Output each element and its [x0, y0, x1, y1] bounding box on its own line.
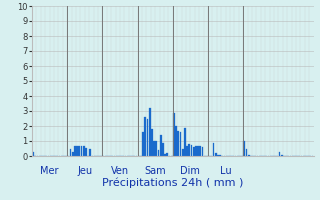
Bar: [74, 146, 76, 156]
Bar: [202, 147, 204, 156]
Bar: [175, 126, 177, 156]
Bar: [149, 108, 151, 156]
Bar: [160, 135, 162, 156]
Bar: [89, 149, 91, 156]
Bar: [72, 152, 74, 156]
Bar: [142, 132, 144, 156]
Bar: [147, 118, 148, 156]
Bar: [177, 130, 179, 156]
Bar: [164, 154, 166, 156]
Bar: [278, 152, 281, 156]
Bar: [186, 146, 188, 156]
Bar: [197, 146, 199, 156]
Bar: [182, 148, 184, 156]
Bar: [190, 145, 193, 156]
Bar: [76, 146, 78, 156]
Bar: [180, 132, 181, 156]
Bar: [217, 154, 219, 156]
Bar: [281, 154, 283, 156]
Bar: [85, 148, 87, 156]
Bar: [215, 153, 217, 156]
Bar: [32, 152, 34, 156]
Bar: [219, 154, 221, 156]
Bar: [155, 141, 157, 156]
X-axis label: Précipitations 24h ( mm ): Précipitations 24h ( mm ): [102, 177, 244, 188]
Bar: [184, 128, 186, 156]
Bar: [162, 142, 164, 156]
Bar: [69, 148, 71, 156]
Bar: [195, 146, 197, 156]
Bar: [199, 146, 201, 156]
Bar: [193, 147, 195, 156]
Bar: [157, 150, 159, 156]
Bar: [153, 141, 155, 156]
Bar: [83, 146, 85, 156]
Bar: [243, 141, 245, 156]
Bar: [81, 146, 83, 156]
Bar: [166, 153, 168, 156]
Bar: [245, 148, 247, 156]
Bar: [173, 112, 175, 156]
Bar: [78, 146, 80, 156]
Bar: [144, 117, 146, 156]
Bar: [188, 144, 190, 156]
Bar: [248, 154, 250, 156]
Bar: [151, 129, 153, 156]
Bar: [212, 142, 214, 156]
